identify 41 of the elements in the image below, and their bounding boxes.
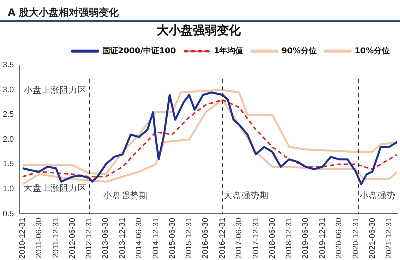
chart-subtitle: 大小盘强弱变化: [157, 23, 242, 38]
x-tick-label: 2017-06-30: [234, 218, 244, 259]
x-tick-label: 2013-06-30: [101, 218, 110, 259]
x-tick-label: 2015-06-30: [168, 218, 177, 259]
x-tick-label: 2019-12-31: [318, 218, 327, 259]
y-tick-label: 3.5: [2, 60, 15, 70]
x-tick-label: 2016-06-30: [201, 218, 210, 259]
x-tick-label: 2012-12-31: [84, 218, 94, 259]
legend-label: 10%分位: [354, 46, 390, 56]
chart-title: A 股大小盘相对强弱变化: [7, 6, 120, 20]
x-tick-label: 2014-12-31: [151, 218, 160, 259]
x-tick-label: 2015-12-31: [184, 218, 194, 259]
x-tick-label: 2021-12-31: [384, 218, 394, 259]
annotation: 大盘上涨阻力区: [24, 183, 87, 194]
x-tick-label: 2018-06-30: [268, 218, 277, 259]
annotation: 小盘上涨阻力区: [24, 84, 87, 96]
legend-label: 90%分位: [282, 46, 317, 56]
x-tick-label: 2016-12-31: [218, 218, 227, 259]
y-tick-label: 2.0: [2, 134, 15, 144]
x-tick-label: 2019-06-30: [301, 218, 310, 259]
annotation: 小盘强势期: [103, 190, 148, 202]
x-tick-label: 2012-06-30: [68, 218, 77, 259]
y-tick-label: 2.5: [2, 110, 15, 120]
x-tick-label: 2018-12-31: [284, 218, 294, 259]
x-tick-label: 2020-12-31: [351, 218, 360, 259]
x-tick-label: 2011-12-31: [51, 218, 60, 258]
x-tick-label: 2017-12-31: [251, 218, 260, 259]
legend-label: 1年均值: [214, 46, 244, 56]
y-tick-label: 3.0: [2, 85, 15, 94]
annotation: 小盘强势: [360, 190, 396, 202]
y-tick-label: 1.0: [2, 184, 15, 194]
y-tick-label: 1.5: [2, 160, 15, 169]
x-tick-label: 2010-12-31: [18, 218, 28, 259]
x-tick-label: 2020-06-30: [334, 218, 344, 259]
x-tick-label: 2011-06-30: [34, 218, 44, 258]
annotation: 大盘强势期: [224, 190, 270, 202]
legend-label: 国证2000/中证100: [102, 46, 177, 56]
x-tick-label: 2014-06-30: [134, 218, 144, 259]
x-tick-label: 2021-06-30: [368, 218, 377, 259]
x-tick-label: 2013-12-31: [118, 218, 128, 259]
y-tick-label: 0.5: [2, 209, 15, 218]
